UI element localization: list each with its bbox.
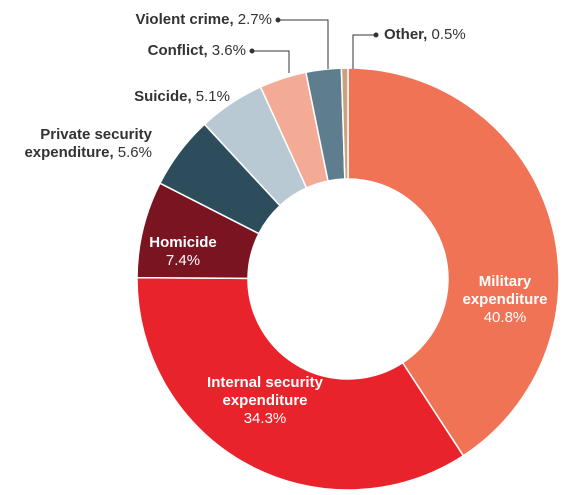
slice-label: Other, 0.5% [384,26,466,43]
leader-dot [275,17,281,23]
slice [347,67,560,457]
leaders [249,17,379,73]
slice [136,276,465,491]
slice [340,67,349,180]
slice-label: Conflict, 3.6% [147,42,246,59]
leader-line [278,19,329,69]
leader-dot [249,48,255,54]
slice-label: Homicide 7.4% [149,234,217,269]
slice-label: Violent crime, 2.7% [135,11,272,28]
slice-label: Private security expenditure, 5.6% [24,126,152,161]
leader-line [352,34,376,69]
leader-dot [373,32,379,38]
slice-label: Military expenditure 40.8% [462,273,548,326]
slice-label: Suicide, 5.1% [134,88,230,105]
slice-label: Internal security expenditure 34.3% [207,374,323,427]
leader-line [252,50,290,73]
